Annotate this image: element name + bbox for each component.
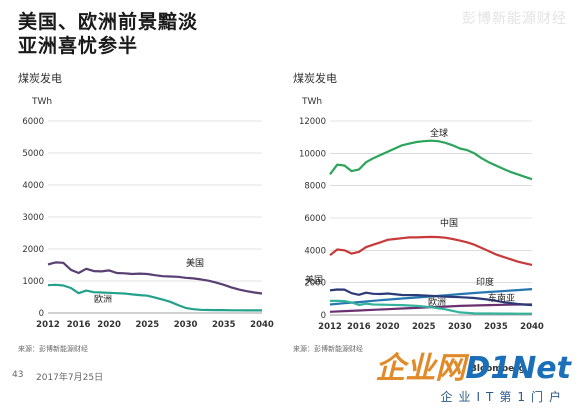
x-tick-label: 2030 (448, 322, 472, 332)
y-tick-label: 4000 (304, 246, 326, 256)
chart-left-y-unit: TWh (31, 97, 52, 107)
series-label-sea: 东南亚 (488, 292, 515, 304)
y-tick-label: 12000 (299, 117, 326, 127)
series-line-china (329, 235, 533, 266)
series-line-global (329, 139, 533, 181)
series-label-europe: 欧洲 (94, 293, 112, 305)
chart-left-subtitle: 煤炭发电 (18, 71, 62, 85)
x-tick-label: 2016 (67, 320, 91, 330)
series-line-europe (47, 283, 262, 312)
y-tick-label: 6000 (22, 117, 44, 127)
series-label-europe_right: 欧洲 (428, 296, 446, 308)
series-label-global: 全球 (430, 127, 448, 139)
chart-left-source: 来源：彭博新能源财经 (18, 344, 88, 353)
series-label-china: 中国 (440, 217, 458, 229)
y-tick-label: 10000 (299, 149, 326, 159)
site-logo: 企业网D1Net (375, 343, 571, 387)
y-tick-label: 6000 (304, 214, 326, 224)
series-label-india: 印度 (476, 276, 494, 288)
x-tick-label: 2030 (174, 320, 198, 330)
chart-left: 煤炭发电 TWh 0 1000 2000 3000 4000 5000 6000 2012 2… (18, 71, 274, 353)
x-tick-label: 2020 (97, 320, 121, 330)
series-line-usa_right (329, 288, 533, 307)
y-tick-label: 3000 (22, 213, 44, 223)
series-line-usa (47, 261, 263, 295)
footer-date: 2017年7月25日 (36, 373, 104, 383)
page-number: 43 (12, 370, 24, 380)
series-label-usa: 美国 (186, 257, 204, 269)
title-block: 美国、欧洲前景黯淡 亚洲喜忧参半 (18, 10, 198, 58)
y-tick-label: 0 (39, 309, 44, 319)
x-tick-label: 2025 (136, 320, 160, 330)
x-tick-label: 2012 (318, 322, 342, 332)
y-tick-label: 4000 (22, 181, 44, 191)
x-tick-label: 2035 (484, 322, 508, 332)
logo-subtitle: 企业IT第1门户 (440, 390, 567, 404)
x-tick-label: 2040 (520, 322, 544, 332)
logo-part-a: 企业网 (375, 351, 466, 386)
y-tick-label: 5000 (22, 149, 44, 159)
y-tick-label: 2000 (304, 279, 326, 289)
x-tick-label: 2025 (412, 322, 436, 332)
chart-right-source: 来源：彭博新能源财经 (293, 344, 363, 353)
chart-right: 煤炭发电 TWh 0 2000 4000 6000 8000 10000 12000 201… (293, 71, 544, 353)
x-tick-label: 2012 (36, 320, 60, 330)
footer-brand: Bloomberg (470, 364, 526, 374)
x-tick-label: 2040 (250, 320, 274, 330)
x-tick-label: 2020 (376, 322, 400, 332)
x-tick-label: 2016 (347, 322, 371, 332)
watermark-top: 彭博新能源财经 (462, 11, 567, 27)
chart-right-subtitle: 煤炭发电 (293, 71, 337, 85)
y-tick-label: 1000 (22, 277, 44, 287)
y-tick-label: 8000 (304, 182, 326, 192)
page-title-line-1: 美国、欧洲前景黯淡 (18, 11, 199, 33)
series-label-usa_right: 美国 (305, 274, 323, 286)
chart-right-y-unit: TWh (301, 97, 322, 107)
y-tick-label: 0 (321, 311, 326, 321)
logo-part-b: D1Net (465, 351, 571, 386)
x-tick-label: 2035 (212, 320, 236, 330)
y-tick-label: 2000 (22, 245, 44, 255)
page-title-line-2: 亚洲喜忧参半 (18, 35, 139, 57)
series-line-europe_right (329, 299, 532, 315)
